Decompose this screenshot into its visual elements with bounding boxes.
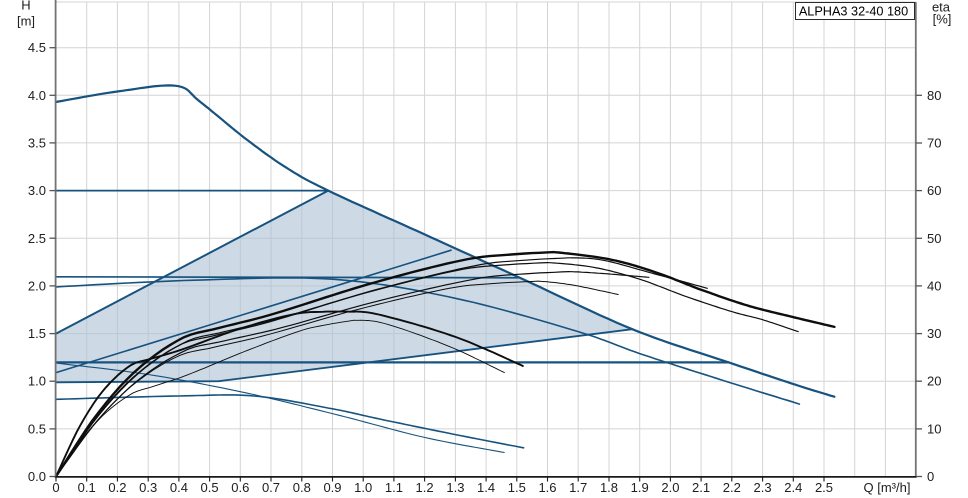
svg-text:4.5: 4.5 xyxy=(28,40,46,55)
svg-text:1.6: 1.6 xyxy=(538,480,556,495)
svg-text:1.9: 1.9 xyxy=(631,480,649,495)
svg-text:2.2: 2.2 xyxy=(723,480,741,495)
svg-text:80: 80 xyxy=(927,88,941,103)
svg-text:1.8: 1.8 xyxy=(600,480,618,495)
svg-text:0.8: 0.8 xyxy=(293,480,311,495)
svg-text:1.0: 1.0 xyxy=(28,374,46,389)
svg-text:0: 0 xyxy=(927,469,934,484)
svg-text:2.0: 2.0 xyxy=(661,480,679,495)
svg-text:1.3: 1.3 xyxy=(446,480,464,495)
svg-text:1.1: 1.1 xyxy=(385,480,403,495)
svg-text:10: 10 xyxy=(927,421,941,436)
svg-text:0.1: 0.1 xyxy=(78,480,96,495)
svg-text:0: 0 xyxy=(52,480,59,495)
svg-text:1.5: 1.5 xyxy=(28,326,46,341)
svg-text:3.0: 3.0 xyxy=(28,183,46,198)
svg-text:H: H xyxy=(21,0,30,13)
svg-text:0.7: 0.7 xyxy=(262,480,280,495)
svg-text:2.5: 2.5 xyxy=(28,231,46,246)
svg-text:4.0: 4.0 xyxy=(28,88,46,103)
svg-text:2.4: 2.4 xyxy=(784,480,802,495)
svg-text:70: 70 xyxy=(927,136,941,151)
svg-text:0.5: 0.5 xyxy=(201,480,219,495)
svg-text:1.0: 1.0 xyxy=(354,480,372,495)
svg-text:0.4: 0.4 xyxy=(170,480,188,495)
svg-text:1.4: 1.4 xyxy=(477,480,495,495)
svg-text:1.2: 1.2 xyxy=(416,480,434,495)
svg-text:2.0: 2.0 xyxy=(28,278,46,293)
svg-text:2.1: 2.1 xyxy=(692,480,710,495)
svg-text:3.5: 3.5 xyxy=(28,135,46,150)
svg-text:0.0: 0.0 xyxy=(28,469,46,484)
svg-text:20: 20 xyxy=(927,374,941,389)
svg-text:2.3: 2.3 xyxy=(754,480,772,495)
svg-text:Q [m³/h]: Q [m³/h] xyxy=(864,480,911,495)
svg-text:40: 40 xyxy=(927,278,941,293)
svg-text:ALPHA3 32-40 180: ALPHA3 32-40 180 xyxy=(799,4,908,18)
svg-text:60: 60 xyxy=(927,183,941,198)
svg-text:[m]: [m] xyxy=(17,13,35,28)
svg-text:0.3: 0.3 xyxy=(139,480,157,495)
svg-text:1.5: 1.5 xyxy=(508,480,526,495)
svg-text:30: 30 xyxy=(927,326,941,341)
svg-text:0.9: 0.9 xyxy=(323,480,341,495)
svg-text:1.7: 1.7 xyxy=(569,480,587,495)
svg-text:[%]: [%] xyxy=(933,12,952,27)
svg-text:0.6: 0.6 xyxy=(231,480,249,495)
svg-text:50: 50 xyxy=(927,231,941,246)
svg-text:0.5: 0.5 xyxy=(28,421,46,436)
svg-text:2.5: 2.5 xyxy=(815,480,833,495)
svg-text:0.2: 0.2 xyxy=(108,480,126,495)
svg-text:eta: eta xyxy=(932,0,951,14)
